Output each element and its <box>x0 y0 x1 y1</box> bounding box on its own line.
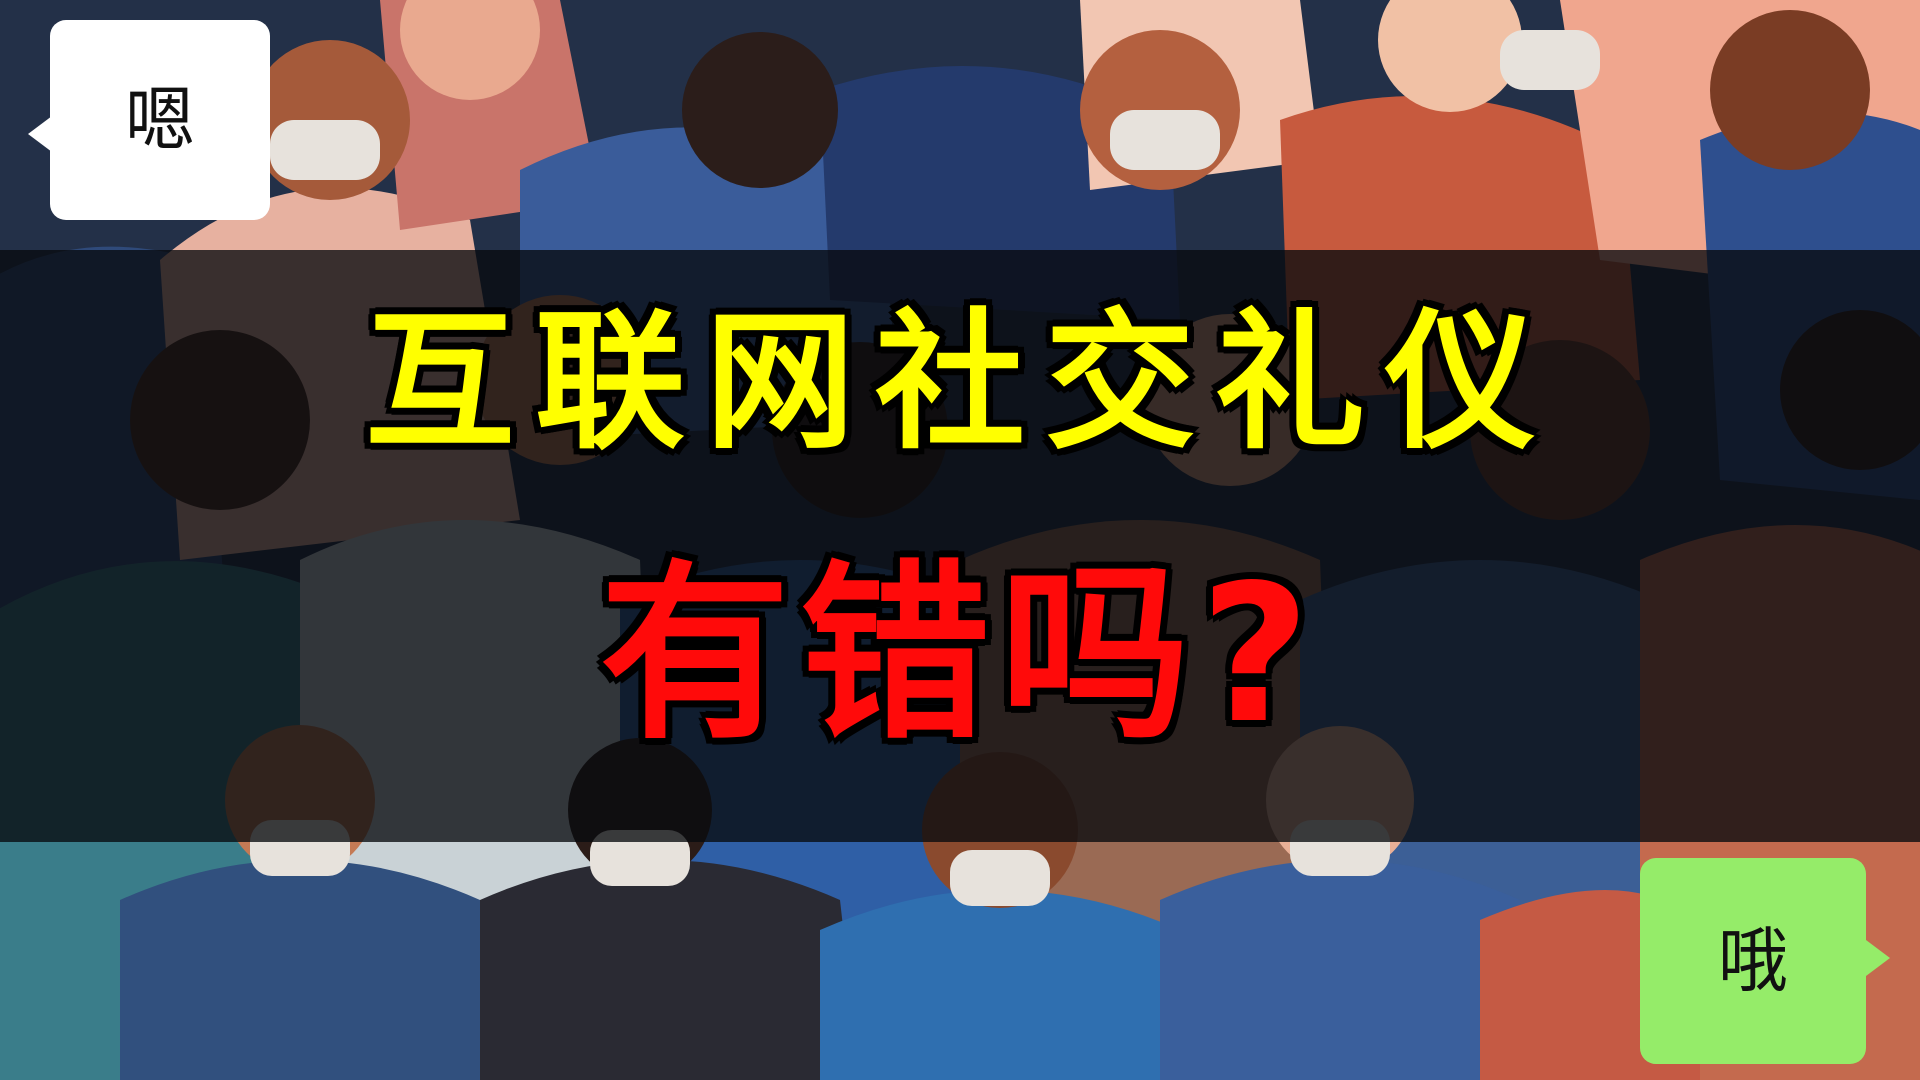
chat-bubble-left: 嗯 <box>28 20 270 220</box>
headline-line-2: 有错吗? <box>599 544 1321 765</box>
chat-bubble-right-text: 哦 <box>1718 920 1788 1002</box>
dark-title-band <box>0 250 1920 842</box>
chat-bubble-right: 哦 <box>1640 858 1890 1064</box>
headline-line-1: 互联网社交礼仪 <box>364 296 1555 470</box>
chat-bubble-left-text: 嗯 <box>125 79 195 161</box>
